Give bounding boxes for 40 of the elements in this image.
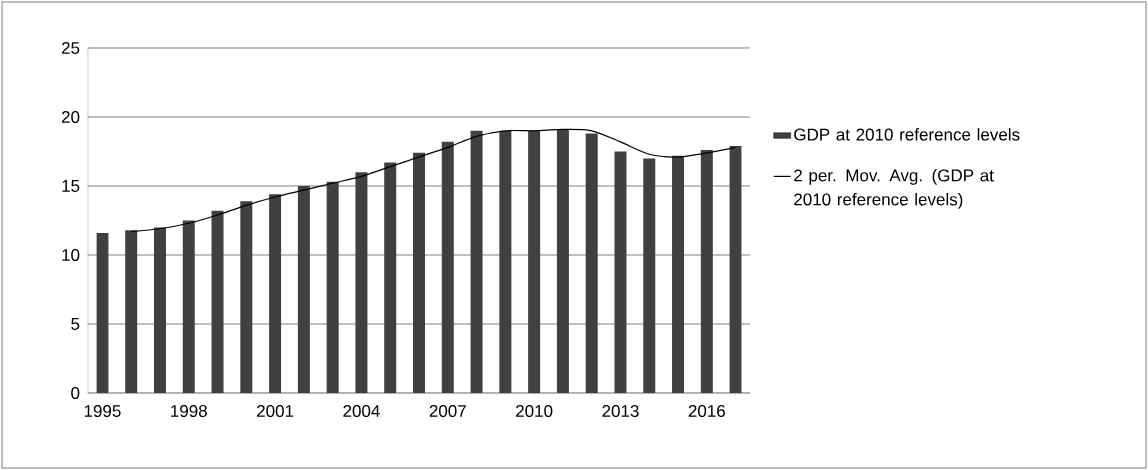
bar <box>153 227 166 393</box>
bar <box>528 130 541 393</box>
y-tick-label: 0 <box>71 386 80 400</box>
bar <box>585 133 598 393</box>
legend-label: 2 per. Mov. Avg. (GDP at 2010 reference levels) <box>794 168 994 209</box>
line-series <box>130 128 737 233</box>
bar <box>672 155 685 393</box>
bar <box>700 150 713 393</box>
bar <box>643 158 656 393</box>
x-tick-label: 2010 <box>516 404 553 418</box>
x-tick-label: 1998 <box>171 404 207 418</box>
y-tick-label: 25 <box>61 41 80 55</box>
y-tick-label: 10 <box>62 248 80 262</box>
bar <box>326 181 339 393</box>
x-tick-label: 2004 <box>343 404 380 418</box>
bar <box>125 230 138 393</box>
bar <box>556 129 569 393</box>
bar <box>470 130 483 393</box>
x-tick-label: 2016 <box>688 404 725 418</box>
bar <box>297 185 310 393</box>
x-tick-label: 1995 <box>84 404 121 418</box>
bar <box>211 210 224 393</box>
x-tick-label: 2013 <box>602 404 639 418</box>
bar <box>413 152 426 393</box>
bar <box>355 172 368 393</box>
bar <box>441 141 454 393</box>
x-tick-label: 2001 <box>257 404 294 418</box>
bar <box>182 220 195 393</box>
legend-label: GDP at 2010 reference levels <box>794 128 1020 141</box>
y-tick-label: 20 <box>61 110 80 124</box>
x-tick-label: 2007 <box>429 404 466 418</box>
y-tick-label: 15 <box>62 180 80 192</box>
bar <box>269 194 282 393</box>
bar <box>96 232 109 393</box>
bar <box>729 145 742 393</box>
bar <box>614 151 627 393</box>
bar <box>499 130 512 393</box>
bar <box>384 162 397 393</box>
bar <box>240 201 253 393</box>
y-tick-label: 5 <box>71 318 80 330</box>
